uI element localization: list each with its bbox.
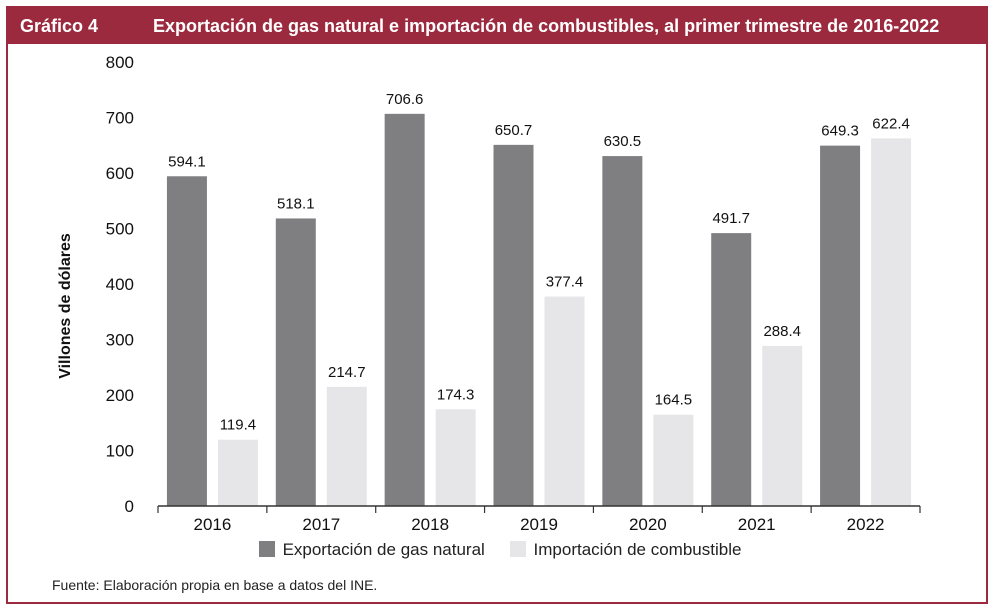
data-label: 518.1 xyxy=(277,195,315,212)
y-tick-label: 100 xyxy=(106,442,134,461)
data-label: 491.7 xyxy=(712,210,750,227)
data-label: 214.7 xyxy=(328,364,366,381)
x-tick-label: 2017 xyxy=(302,515,340,534)
data-label: 174.3 xyxy=(437,386,475,403)
x-tick-label: 2016 xyxy=(194,515,232,534)
data-label: 649.3 xyxy=(821,123,859,140)
bar-export xyxy=(493,144,534,506)
y-tick-label: 200 xyxy=(106,386,134,405)
y-tick-label: 600 xyxy=(106,164,134,183)
legend-swatch-import xyxy=(509,541,526,557)
bar-export xyxy=(820,145,861,507)
bar-export xyxy=(711,233,752,506)
bar-export xyxy=(602,156,643,506)
data-label: 622.4 xyxy=(872,115,910,132)
bar-import xyxy=(435,409,476,506)
bar-export xyxy=(275,218,316,506)
bar-import xyxy=(217,439,258,506)
legend: Exportación de gas natural Importación d… xyxy=(0,540,1000,560)
x-tick-label: 2018 xyxy=(411,515,449,534)
legend-item-import: Importación de combustible xyxy=(509,540,742,560)
data-label: 377.4 xyxy=(546,274,584,291)
x-tick-label: 2022 xyxy=(847,515,885,534)
bar-import xyxy=(762,345,803,506)
bar-import xyxy=(326,386,367,506)
y-tick-label: 800 xyxy=(106,53,134,72)
y-tick-label: 400 xyxy=(106,275,134,294)
source-note: Fuente: Elaboración propia en base a dat… xyxy=(52,577,378,593)
y-tick-label: 500 xyxy=(106,220,134,239)
y-axis-label: Villones de dólares xyxy=(57,233,74,379)
bar-export xyxy=(166,176,207,506)
data-label: 164.5 xyxy=(655,392,693,409)
legend-label-import: Importación de combustible xyxy=(533,540,742,559)
x-tick-label: 2020 xyxy=(629,515,667,534)
legend-swatch-export xyxy=(258,541,275,557)
figure-label: Gráfico 4 xyxy=(20,16,99,36)
bar-import xyxy=(653,414,694,506)
data-label: 706.6 xyxy=(386,91,424,108)
data-label: 650.7 xyxy=(495,122,533,139)
y-tick-label: 0 xyxy=(125,497,134,516)
legend-item-export: Exportación de gas natural xyxy=(258,540,485,560)
x-tick-label: 2021 xyxy=(738,515,776,534)
data-label: 288.4 xyxy=(763,323,801,340)
x-tick-label: 2019 xyxy=(520,515,558,534)
data-label: 119.4 xyxy=(220,417,256,434)
bar-import xyxy=(544,296,585,506)
data-label: 594.1 xyxy=(168,153,206,170)
bar-import xyxy=(871,138,912,507)
chart-title: Exportación de gas natural e importación… xyxy=(153,16,940,36)
y-tick-label: 300 xyxy=(106,331,134,350)
bar-export xyxy=(384,113,425,506)
y-tick-label: 700 xyxy=(106,109,134,128)
data-label: 630.5 xyxy=(604,133,642,150)
legend-label-export: Exportación de gas natural xyxy=(282,540,485,559)
chart-header: Gráfico 4 Exportación de gas natural e i… xyxy=(8,8,986,44)
